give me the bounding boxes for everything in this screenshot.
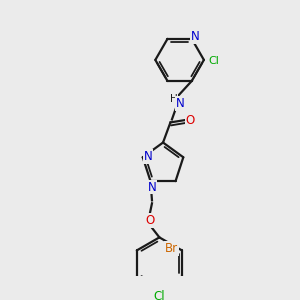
Text: O: O — [145, 214, 154, 227]
Text: N: N — [191, 30, 200, 43]
Text: H: H — [169, 94, 177, 104]
Text: N: N — [144, 150, 152, 163]
Text: O: O — [186, 113, 195, 127]
Text: N: N — [176, 97, 184, 110]
Text: Cl: Cl — [209, 56, 220, 66]
Text: Cl: Cl — [154, 290, 165, 300]
Text: N: N — [148, 181, 156, 194]
Text: Br: Br — [165, 242, 178, 255]
